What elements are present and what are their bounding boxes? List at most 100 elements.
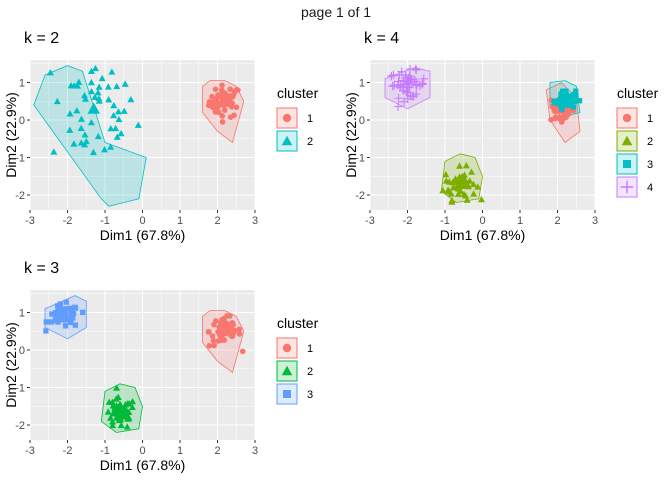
x-tick-label: -2 [63,215,73,227]
data-point [222,107,228,113]
data-point [394,94,403,103]
data-point [227,114,234,120]
data-point [53,97,61,105]
data-point [116,400,124,407]
legend-label: 2 [647,136,653,148]
data-point [236,326,242,333]
legend-key-marker [621,135,633,146]
x-tick-label: 3 [252,445,258,457]
data-point [110,101,118,109]
data-point [81,131,89,138]
legend-key-marker [283,390,291,398]
data-point [405,72,415,81]
data-point [105,96,113,103]
y-tick-label: -1 [15,383,25,395]
y-tick-label: 1 [19,308,25,320]
data-point [104,408,112,415]
data-point [80,309,86,316]
data-point [406,91,415,100]
data-point [551,98,558,104]
data-point [105,398,113,405]
data-point [215,103,222,109]
legend-label: 3 [307,389,313,401]
data-point [462,192,470,199]
data-point [127,95,135,103]
data-point [566,102,573,108]
data-point [418,79,427,88]
legend-key-marker [623,160,631,168]
x-axis-label: Dim1 (67.8%) [100,457,186,473]
data-point [94,132,102,140]
y-axis-label: Dim2 (22.9%) [343,92,359,178]
x-tick-label: 0 [139,445,145,457]
data-point [77,115,85,122]
data-point [239,348,246,355]
data-point [66,110,74,117]
data-point [95,83,103,90]
cluster-hull [33,65,147,207]
data-point [393,102,403,111]
data-point [120,107,128,114]
data-point [73,107,81,114]
data-point [63,299,69,305]
data-point [94,89,102,96]
data-point [477,195,485,203]
legend-key-marker [281,365,293,376]
data-point [571,95,577,101]
data-point [573,88,579,94]
data-point [390,80,399,90]
data-point [399,76,408,85]
chart-title: k = 3 [24,260,59,277]
data-point [87,78,95,86]
legend-title: cluster [617,85,659,101]
legend-label: 2 [307,136,313,148]
cluster-center [59,311,69,321]
y-tick-label: -1 [355,153,365,165]
data-point [548,116,554,123]
data-point [75,78,83,85]
data-point [208,99,215,106]
data-point [463,196,471,203]
data-point [123,423,131,430]
x-tick-label: 0 [479,215,485,227]
cluster-center [113,407,127,419]
data-point [109,421,117,429]
cluster-center [87,102,100,114]
x-axis-label: Dim1 (67.8%) [100,227,186,243]
y-tick-label: -1 [15,153,25,165]
data-point [449,178,457,186]
data-point [559,106,565,113]
data-point [80,91,88,99]
data-point [470,190,478,197]
x-tick-label: -2 [63,445,73,457]
data-point [223,320,229,326]
data-point [115,115,123,123]
data-point [233,104,240,111]
data-point [112,124,120,132]
data-point [107,414,115,421]
x-tick-label: 1 [177,215,183,227]
legend-label: 2 [307,366,313,378]
data-point [91,93,99,100]
data-point [219,90,226,96]
data-point [227,86,233,92]
legend-label: 1 [647,113,653,125]
data-point [62,306,69,312]
data-point [442,170,450,178]
data-point [570,104,577,110]
data-point [212,86,219,93]
y-axis-label: Dim2 (22.9%) [3,322,19,408]
x-tick-label: -3 [25,445,35,457]
data-point [48,319,54,325]
data-point [558,91,564,97]
x-tick-label: 1 [517,215,523,227]
data-point [89,148,97,156]
data-point [449,184,457,191]
legend-label: 1 [307,343,313,355]
page-title: page 1 of 1 [300,4,372,20]
cluster-center [220,326,230,337]
data-point [50,148,58,155]
data-point [117,129,125,137]
